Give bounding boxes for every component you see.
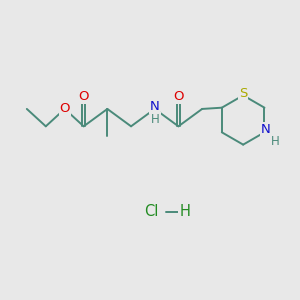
Text: O: O bbox=[59, 102, 70, 116]
Text: N: N bbox=[261, 123, 271, 136]
Text: H: H bbox=[179, 204, 190, 219]
Text: Cl: Cl bbox=[144, 204, 159, 219]
Text: S: S bbox=[239, 87, 247, 100]
Text: H: H bbox=[151, 112, 160, 126]
Text: N: N bbox=[150, 100, 160, 113]
Text: O: O bbox=[78, 90, 89, 104]
Text: O: O bbox=[173, 90, 184, 104]
Text: H: H bbox=[271, 135, 280, 148]
